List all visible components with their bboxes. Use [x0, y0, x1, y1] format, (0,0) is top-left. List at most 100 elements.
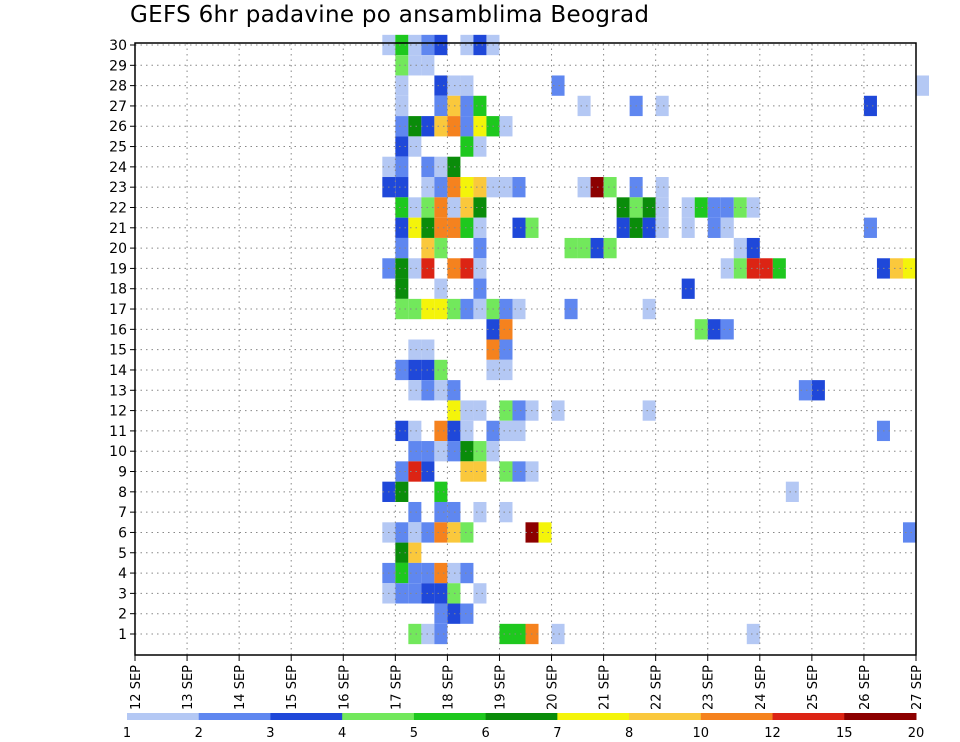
heatmap-cell: [434, 441, 448, 462]
heatmap-cell: [473, 278, 487, 299]
heatmap-cell: [460, 116, 474, 137]
heatmap-cell: [655, 177, 669, 198]
heatmap-cell: [460, 34, 474, 56]
heatmap-cell: [499, 623, 513, 645]
heatmap-cell: [434, 380, 448, 401]
heatmap-cell: [395, 522, 409, 543]
heatmap-cell: [395, 420, 409, 442]
heatmap-cell: [434, 583, 448, 604]
colorbar-swatch: [772, 713, 845, 720]
heatmap-cell: [434, 481, 448, 502]
colorbar-swatch: [342, 713, 415, 720]
y-tick-label: 23: [109, 180, 127, 196]
heatmap-cell: [447, 420, 461, 442]
heatmap-cell: [408, 258, 422, 279]
heatmap-cell: [460, 400, 474, 421]
y-tick-label: 18: [109, 282, 127, 298]
y-tick-label: 22: [109, 200, 127, 216]
heatmap-cell: [616, 217, 630, 238]
heatmap-cell: [395, 116, 409, 137]
colorbar-swatch: [844, 713, 917, 720]
heatmap-cell: [512, 177, 526, 198]
x-tick-label: 27 SEP: [910, 665, 925, 710]
heatmap-cell: [460, 562, 474, 584]
colorbar-swatch: [557, 713, 630, 720]
heatmap-cell: [434, 603, 448, 624]
heatmap-cell: [460, 197, 474, 218]
heatmap-cell: [395, 461, 409, 482]
x-tick-label: 22 SEP: [650, 665, 665, 710]
heatmap-cell: [460, 217, 474, 238]
heatmap-cell: [447, 217, 461, 238]
plot-area-frame: [134, 42, 917, 656]
heatmap-cell: [434, 623, 448, 645]
heatmap-cell: [408, 522, 422, 543]
heatmap-cell: [408, 339, 422, 360]
y-tick-label: 4: [118, 566, 127, 582]
heatmap-cell: [447, 75, 461, 96]
heatmap-cell: [434, 116, 448, 137]
heatmap-cell: [447, 116, 461, 137]
colorbar-label: 2: [195, 726, 203, 741]
y-tick-label: 9: [118, 465, 127, 481]
heatmap-cell: [408, 359, 422, 381]
colorbar-swatch: [198, 713, 271, 720]
colorbar-label: 6: [481, 726, 489, 741]
heatmap-cell: [512, 623, 526, 645]
heatmap-cell: [720, 258, 734, 279]
heatmap-cell: [551, 75, 565, 96]
heatmap-cell: [460, 95, 474, 117]
heatmap-cell: [408, 55, 422, 76]
colorbar-label: 20: [908, 726, 925, 741]
y-tick-label: 30: [109, 38, 127, 54]
heatmap-cell: [499, 501, 513, 523]
heatmap-cell: [889, 258, 903, 279]
y-tick-label: 26: [109, 119, 127, 135]
heatmap-cell: [434, 278, 448, 299]
heatmap-cell: [616, 197, 630, 218]
heatmap-cell: [408, 298, 422, 320]
heatmap-cell: [473, 400, 487, 421]
x-tick-label: 23 SEP: [702, 665, 717, 710]
heatmap-cell: [395, 258, 409, 279]
heatmap-cell: [577, 177, 591, 198]
colorbar-swatch: [700, 713, 774, 720]
heatmap-cell: [395, 562, 409, 584]
heatmap-cell: [434, 197, 448, 218]
colorbar-swatch: [127, 713, 200, 720]
heatmap-cell: [395, 583, 409, 604]
heatmap-cell: [408, 562, 422, 584]
heatmap-cell: [408, 197, 422, 218]
heatmap-cell: [863, 95, 877, 117]
heatmap-cell: [408, 34, 422, 56]
heatmap-cell: [473, 237, 487, 259]
y-tick-label: 11: [109, 424, 127, 440]
heatmap-cell: [902, 522, 916, 543]
heatmap-cell: [902, 258, 916, 279]
heatmap-cell: [408, 441, 422, 462]
heatmap-cell: [434, 177, 448, 198]
x-tick-label: 12 SEP: [129, 665, 144, 710]
y-tick-label: 17: [109, 302, 127, 318]
heatmap-cell: [408, 217, 422, 238]
heatmap-cell: [746, 197, 760, 218]
heatmap-cell: [603, 177, 617, 198]
heatmap-cell: [720, 319, 734, 340]
heatmap-cell: [460, 177, 474, 198]
heatmap-cell: [473, 136, 487, 157]
y-tick-label: 24: [109, 160, 127, 176]
colorbar-label: 7: [553, 726, 561, 741]
heatmap-cell: [512, 298, 526, 320]
x-tick-label: 24 SEP: [754, 665, 769, 710]
y-tick-label: 1: [118, 627, 127, 643]
heatmap-cell: [395, 197, 409, 218]
colorbar-label: 12: [764, 726, 781, 741]
heatmap-cell: [746, 258, 760, 279]
heatmap-cell: [473, 441, 487, 462]
heatmap-cell: [642, 298, 656, 320]
heatmap-cell: [447, 562, 461, 584]
heatmap-cell: [720, 197, 734, 218]
x-tick-label: 14 SEP: [233, 665, 248, 710]
heatmap-cell: [460, 258, 474, 279]
x-tick-label: 15 SEP: [285, 665, 300, 710]
